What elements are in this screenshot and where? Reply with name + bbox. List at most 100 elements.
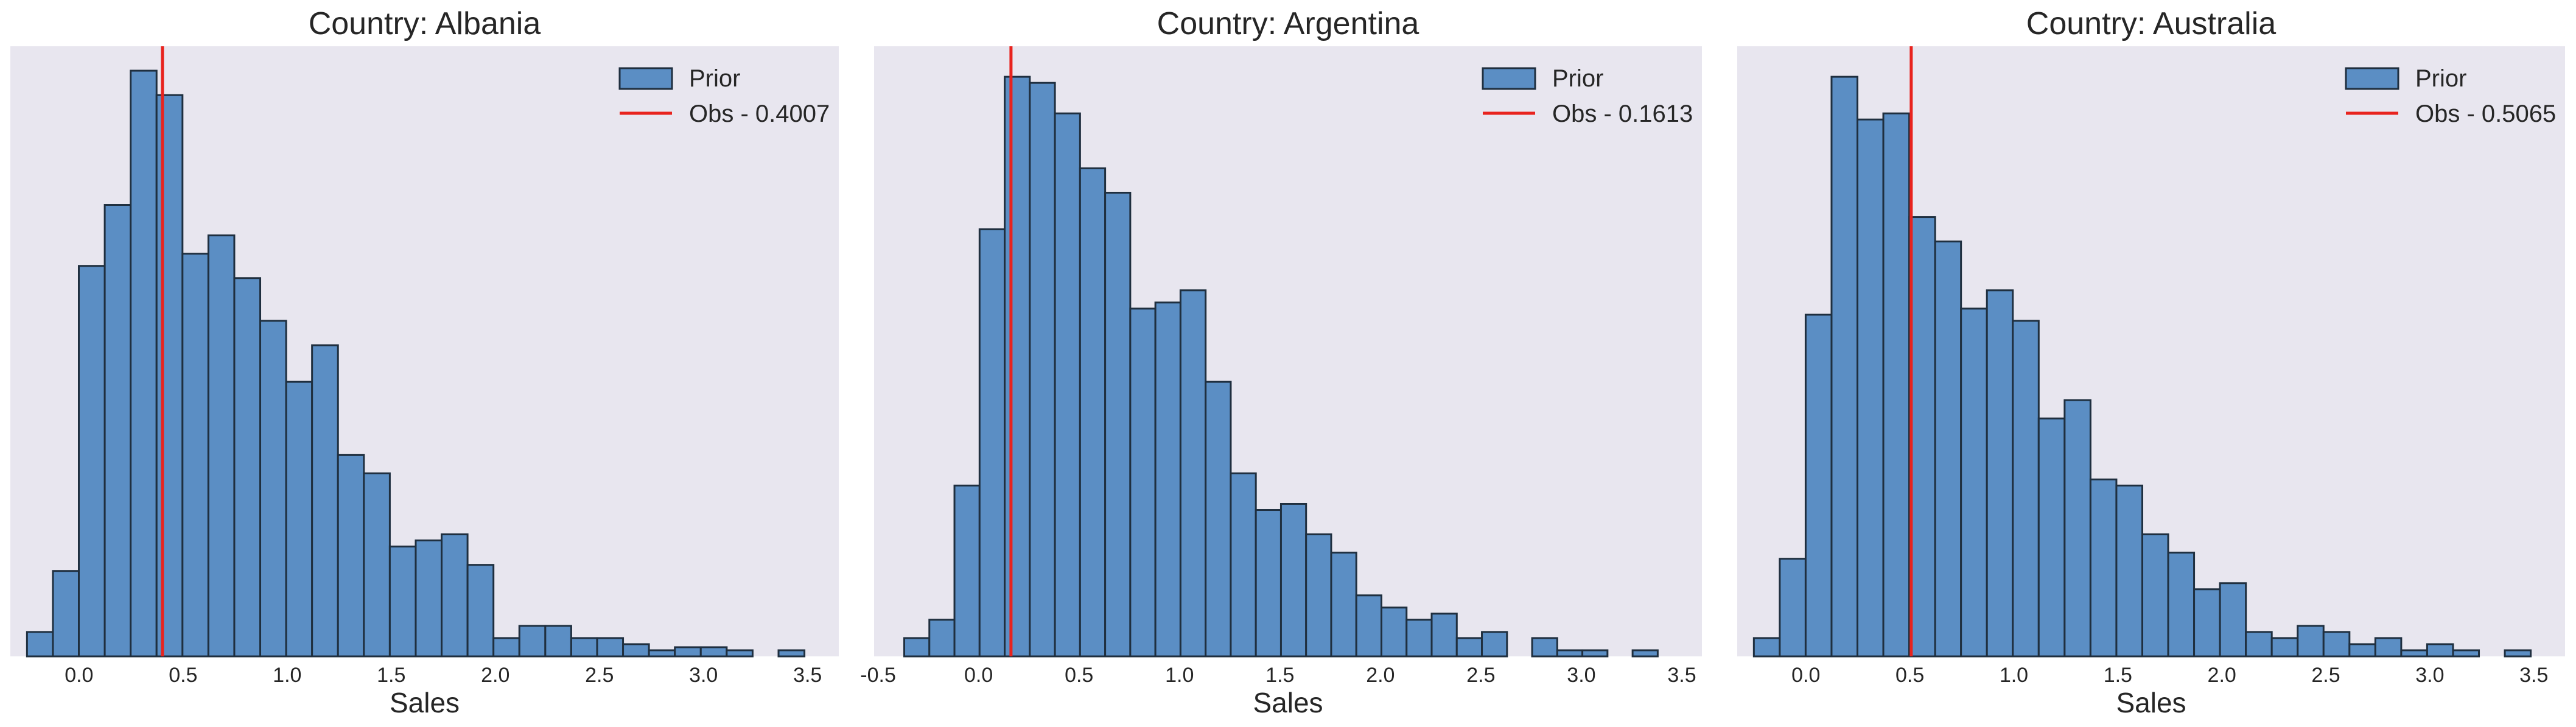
histogram-bar xyxy=(311,344,339,658)
histogram-bar xyxy=(1230,472,1257,658)
histogram-bar xyxy=(1581,649,1609,658)
x-tick-label: 3.5 xyxy=(793,664,822,687)
histogram-bar xyxy=(1830,76,1859,658)
histogram-bar xyxy=(285,381,313,658)
histogram-bar xyxy=(492,637,520,658)
histogram-bars xyxy=(903,76,1659,658)
histogram-bar xyxy=(337,454,365,658)
legend-swatch-prior xyxy=(2345,67,2399,90)
x-tick-label: 2.5 xyxy=(2311,664,2340,687)
legend-label-prior: Prior xyxy=(2415,65,2466,92)
x-tick-label: 0.5 xyxy=(169,664,197,687)
histogram-bar xyxy=(953,484,981,658)
histogram-bar xyxy=(2504,649,2532,658)
x-tick-label: 1.0 xyxy=(1165,664,1194,687)
histogram-bar xyxy=(388,546,417,658)
histogram-bar xyxy=(1752,637,1781,658)
histogram-bar xyxy=(1531,637,1558,658)
x-ticks: 0.0 0.5 1.0 1.5 2.0 2.5 3.0 3.5 xyxy=(65,664,822,687)
histogram-bar xyxy=(1631,649,1659,658)
histogram-bar xyxy=(648,649,676,658)
histogram-bar xyxy=(1380,606,1408,658)
histogram-bar xyxy=(2374,637,2403,658)
histogram-bar xyxy=(1986,289,2014,658)
chart-title: Country: Australia xyxy=(2026,6,2276,41)
histogram-bar xyxy=(1004,76,1031,658)
histogram-bar xyxy=(103,204,132,658)
legend-swatch-prior xyxy=(1482,67,1536,90)
legend: Prior Obs - 0.4007 xyxy=(618,65,830,127)
x-tick-label: 0.0 xyxy=(65,664,93,687)
histogram-bar xyxy=(2348,643,2376,658)
histogram-bar xyxy=(26,631,54,658)
histogram-bar xyxy=(1129,307,1157,658)
histogram-bar xyxy=(2167,552,2196,658)
legend: Prior Obs - 0.5065 xyxy=(2345,65,2556,127)
x-tick-label: 1.5 xyxy=(1265,664,1294,687)
histogram-bar xyxy=(2426,643,2454,658)
histogram-bar xyxy=(2297,625,2325,658)
histogram-bar xyxy=(155,94,184,658)
x-tick-label: 0.0 xyxy=(1791,664,1820,687)
legend-swatch-prior xyxy=(618,67,673,90)
histogram-bar xyxy=(570,637,598,658)
histogram-bar xyxy=(2219,582,2247,658)
x-tick-label: 2.5 xyxy=(585,664,614,687)
histogram-bar xyxy=(1255,509,1282,658)
x-tick-label: 2.5 xyxy=(1466,664,1495,687)
x-ticks: 0.0 0.5 1.0 1.5 2.0 2.5 3.0 3.5 xyxy=(1791,664,2548,687)
histogram-bar xyxy=(777,649,806,658)
x-tick-label: 1.0 xyxy=(273,664,301,687)
histogram-bar xyxy=(2193,588,2221,658)
histogram-bar xyxy=(2400,649,2428,658)
histogram-bar xyxy=(1079,167,1107,658)
histogram-bar xyxy=(1908,216,1936,658)
histogram-bar xyxy=(2037,417,2066,658)
legend-label-prior: Prior xyxy=(1552,65,1603,92)
histogram-bar xyxy=(2245,631,2273,658)
histogram-bar xyxy=(1934,241,1962,658)
histogram-bar xyxy=(1430,613,1458,658)
x-tick-label: 1.5 xyxy=(2104,664,2132,687)
x-axis-label: Sales xyxy=(390,687,460,718)
histogram-bar xyxy=(1029,82,1056,658)
x-tick-label: 2.0 xyxy=(2208,664,2236,687)
histogram-bar xyxy=(2141,533,2169,658)
legend-label-prior: Prior xyxy=(689,65,740,92)
histogram-bar xyxy=(466,564,495,658)
x-tick-label: 1.5 xyxy=(377,664,405,687)
chart-panel-3: Country: Australia 0.0 0.5 1.0 1.5 2.0 2.5 3.0 3… xyxy=(1737,6,2565,718)
histogram-bar xyxy=(2012,320,2040,658)
histogram-bar xyxy=(2322,631,2351,658)
histogram-bar xyxy=(1960,307,1988,658)
chart-title: Country: Argentina xyxy=(1157,6,1419,41)
histogram-bar xyxy=(1779,558,1807,658)
histogram-bar xyxy=(2115,484,2143,658)
x-ticks: -0.5 0.0 0.5 1.0 1.5 2.0 2.5 3.0 3.5 xyxy=(860,664,1696,687)
histogram-bar xyxy=(518,625,547,658)
histogram-bar xyxy=(699,646,728,658)
histogram-bar xyxy=(415,539,443,658)
histogram-bar xyxy=(1556,649,1584,658)
histogram-bar xyxy=(903,637,931,658)
x-tick-label: 3.0 xyxy=(1567,664,1595,687)
histogram-bar xyxy=(928,619,956,658)
histogram-bar xyxy=(1804,314,1833,658)
histogram-bar xyxy=(130,69,158,658)
histogram-bar xyxy=(1481,631,1508,658)
histogram-bar xyxy=(1054,112,1081,658)
histogram-bar xyxy=(2063,399,2091,658)
legend-label-observed: Obs - 0.4007 xyxy=(689,100,830,127)
chart-panel-2: Country: Argentina -0.5 0.0 0.5 1.0 1.5 2.0 2.5… xyxy=(860,6,1702,718)
histogram-bar xyxy=(1882,112,1911,658)
histogram-bars xyxy=(1752,76,2532,658)
chart-title: Country: Albania xyxy=(309,6,541,41)
histogram-bar xyxy=(1179,289,1207,658)
histogram-bar xyxy=(2452,649,2480,658)
histogram-bar xyxy=(1455,637,1483,658)
x-tick-label: 1.0 xyxy=(2000,664,2028,687)
x-tick-label: 2.0 xyxy=(1366,664,1395,687)
x-axis-label: Sales xyxy=(1253,687,1323,718)
x-tick-label: 3.5 xyxy=(1667,664,1696,687)
histogram-bar xyxy=(2089,478,2118,658)
